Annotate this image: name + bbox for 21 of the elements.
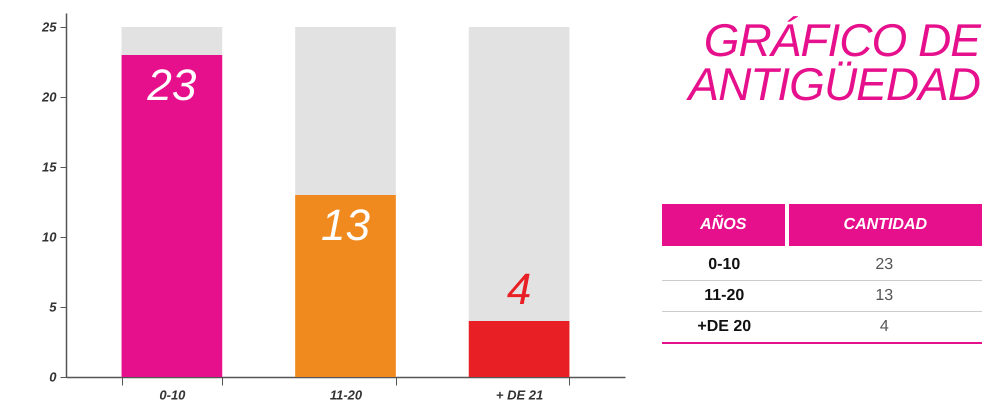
y-tick-label: 20 bbox=[41, 90, 58, 104]
text: +DE 20 bbox=[662, 312, 787, 343]
y-tick-label: 5 bbox=[49, 300, 58, 314]
text: CANTIDAD bbox=[786, 204, 982, 248]
data-label: 4 bbox=[506, 265, 532, 314]
text: AÑOS bbox=[662, 204, 787, 248]
data-label: 23 bbox=[146, 61, 197, 110]
text: 4 bbox=[786, 312, 982, 343]
text: 11-20 bbox=[662, 280, 787, 312]
x-tick-label: + DE 21 bbox=[496, 388, 544, 402]
text: 0-10 bbox=[662, 248, 787, 280]
y-tick-label: 25 bbox=[41, 20, 58, 34]
text: GRÁFICO DE ANTIGÜEDAD bbox=[685, 14, 980, 110]
y-tick-label: 10 bbox=[42, 230, 58, 244]
text: 23 bbox=[786, 248, 982, 280]
text: 13 bbox=[786, 280, 982, 312]
x-tick-label: 11-20 bbox=[330, 388, 363, 402]
y-tick-label: 0 bbox=[49, 370, 58, 384]
data-label: 13 bbox=[321, 201, 370, 250]
y-tick-label: 15 bbox=[42, 160, 58, 174]
x-tick-label: 0-10 bbox=[159, 388, 186, 402]
